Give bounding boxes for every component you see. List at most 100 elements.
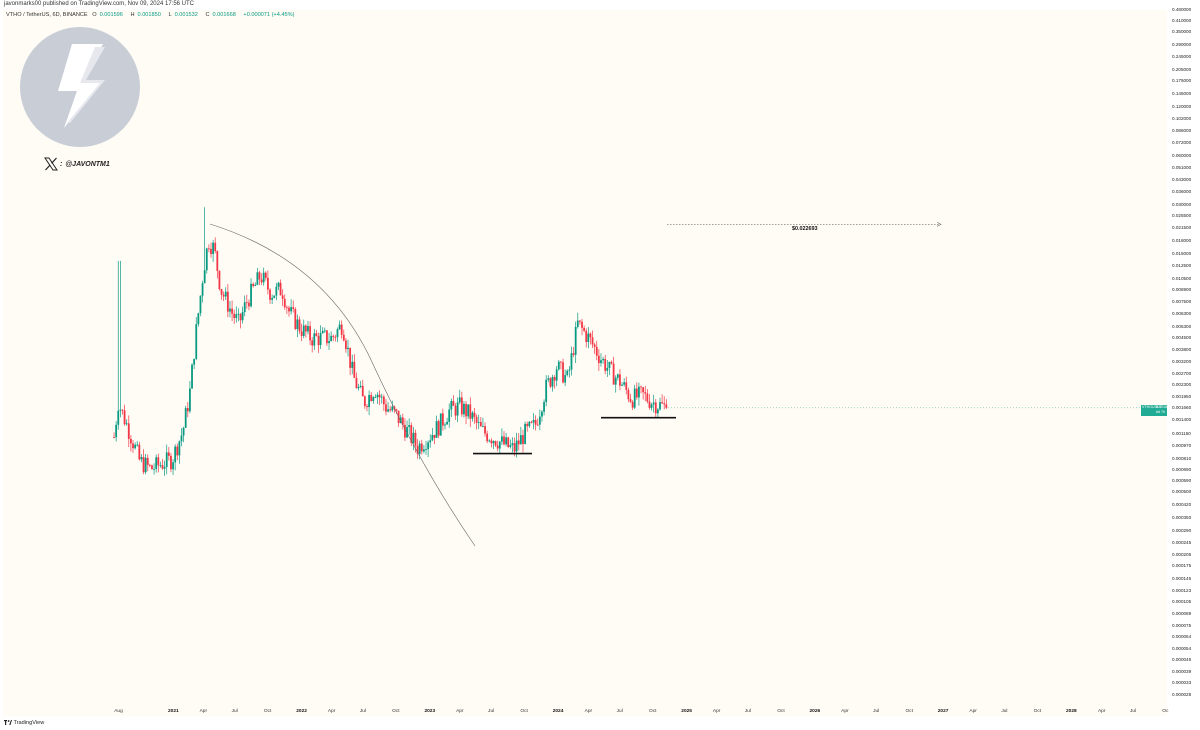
candle-body <box>492 441 495 444</box>
candle-body <box>180 435 183 442</box>
price-tick: 0.000205 <box>1172 552 1192 558</box>
candle-body <box>654 402 657 414</box>
time-axis[interactable]: Aug 2021 Apr Jul Oct 2022 Apr Jul Oct 2023 Apr Jul O… <box>0 709 1168 730</box>
candle-body <box>374 397 377 398</box>
candle-body <box>296 319 299 330</box>
price-tick: 0.000290 <box>1172 527 1192 533</box>
candle-body <box>650 404 653 408</box>
candle-body <box>313 333 316 346</box>
candle-body <box>210 248 212 254</box>
price-tick: 0.021500 <box>1172 225 1192 231</box>
price-axis[interactable]: 0.480000 0.410000 0.350000 0.290000 0.245000… <box>1168 0 1200 716</box>
price-tick: 0.000245 <box>1172 539 1192 545</box>
candle-body <box>258 272 261 280</box>
time-tick: Oct <box>905 709 913 714</box>
last-price-symbol: VTHOUSDT <box>1142 405 1162 409</box>
candle-body <box>317 335 320 346</box>
price-tick: 0.000420 <box>1172 501 1192 507</box>
candle-body <box>252 283 255 286</box>
time-tick: Apr <box>712 709 721 714</box>
candle-body <box>309 326 311 341</box>
price-tick: 0.086000 <box>1172 127 1192 133</box>
candle-body <box>262 272 265 283</box>
candle-body <box>176 446 179 456</box>
candle-body <box>509 445 512 447</box>
price-tick: 0.102000 <box>1172 115 1192 121</box>
candle-body <box>245 302 248 304</box>
x-logo-icon <box>44 157 58 171</box>
candle-body <box>203 270 206 284</box>
candle-body <box>452 401 455 406</box>
candle-body <box>195 324 198 359</box>
time-tick: Oct <box>520 709 528 714</box>
price-tick: 0.410000 <box>1172 18 1192 24</box>
candle-body <box>401 417 404 425</box>
candle-body <box>315 333 318 336</box>
candle-body <box>638 386 640 398</box>
price-tick: 0.008900 <box>1172 287 1192 293</box>
candle-body <box>117 410 120 425</box>
candle-body <box>218 270 221 290</box>
price-tick: 0.000028 <box>1172 692 1192 697</box>
candle-body <box>665 404 668 408</box>
candle-body <box>285 307 288 309</box>
handle-separator: : <box>60 160 63 168</box>
time-tick: Jul <box>616 709 623 714</box>
price-chart[interactable] <box>0 0 1168 716</box>
candle-body <box>328 341 330 344</box>
candle-body <box>589 333 592 338</box>
candle-body <box>338 324 341 330</box>
candle-body <box>420 443 423 452</box>
price-tick: 0.205000 <box>1172 66 1192 72</box>
candle-body <box>568 369 571 371</box>
price-tick: 0.000145 <box>1172 576 1192 582</box>
candle-body <box>264 272 267 278</box>
candle-body <box>627 389 630 400</box>
candle-body <box>435 421 438 438</box>
candle-body <box>519 435 522 445</box>
price-tick: 0.000075 <box>1172 622 1192 628</box>
candle-body <box>148 464 151 466</box>
candle-body <box>332 335 335 337</box>
candle-body <box>311 340 314 346</box>
time-tick: 2027 <box>937 709 949 714</box>
candle-body <box>378 394 381 398</box>
price-tick: 0.000500 <box>1172 489 1192 495</box>
candle-body <box>385 404 387 412</box>
price-tick: 0.010500 <box>1172 275 1192 281</box>
candle-body <box>224 291 227 297</box>
candle-body <box>513 443 516 452</box>
price-tick: 0.002300 <box>1172 382 1192 388</box>
candle-body <box>146 457 149 465</box>
candle-body <box>281 295 284 299</box>
candle-body <box>593 344 596 347</box>
published-by-line: javonmarks00 published on TradingView.co… <box>4 1 194 7</box>
price-tick: 0.000690 <box>1172 466 1192 472</box>
price-tick: 0.000123 <box>1172 588 1192 593</box>
price-tick: 0.004500 <box>1172 335 1192 341</box>
candle-body <box>184 408 187 428</box>
target-price-label: $0.022693 <box>792 226 818 232</box>
candle-body <box>359 385 362 387</box>
candle-body <box>151 465 153 470</box>
candle-body <box>391 406 394 411</box>
candle-body <box>138 444 141 460</box>
candle-body <box>239 313 242 321</box>
price-tick: 0.245000 <box>1172 54 1192 60</box>
candle-body <box>410 425 413 443</box>
candle-body <box>631 401 634 408</box>
price-tick: 0.001660 <box>1172 405 1192 411</box>
time-tick: 2026 <box>809 709 821 714</box>
candle-body <box>444 424 446 426</box>
candle-body <box>298 319 301 332</box>
candle-body <box>460 397 463 415</box>
price-tick: 0.006300 <box>1172 311 1192 317</box>
time-tick: 2023 <box>424 709 436 714</box>
price-tick: 0.072000 <box>1172 140 1192 146</box>
price-tick: 0.000089 <box>1172 610 1192 616</box>
plot-background[interactable] <box>3 10 1167 716</box>
price-tick: 0.000064 <box>1172 633 1192 639</box>
candle-body <box>646 393 649 402</box>
candle-body <box>294 309 297 330</box>
